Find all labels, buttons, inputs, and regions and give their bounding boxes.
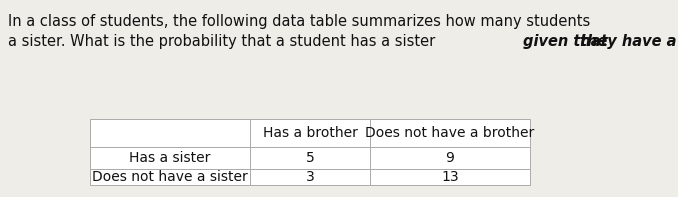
Text: Has a sister: Has a sister [129, 151, 211, 165]
Text: Does not have a sister: Does not have a sister [92, 170, 248, 184]
Bar [90, 147, 250, 169]
Bar [370, 169, 530, 185]
Bar [90, 119, 250, 147]
Text: 5: 5 [306, 151, 315, 165]
Text: 13: 13 [441, 170, 459, 184]
Text: a sister. What is the probability that a student has a sister: a sister. What is the probability that a… [8, 34, 440, 49]
Bar [370, 147, 530, 169]
Bar [90, 169, 250, 185]
Bar [250, 169, 370, 185]
Text: given that: given that [523, 34, 613, 49]
Text: In a class of students, the following data table summarizes how many students: In a class of students, the following da… [8, 14, 595, 29]
Bar [250, 147, 370, 169]
Text: they have a brother?: they have a brother? [580, 34, 678, 49]
Text: Does not have a brother: Does not have a brother [365, 126, 535, 140]
Bar [250, 119, 370, 147]
Text: 9: 9 [445, 151, 454, 165]
Text: Has a brother: Has a brother [262, 126, 357, 140]
Bar [370, 119, 530, 147]
Text: 3: 3 [306, 170, 315, 184]
